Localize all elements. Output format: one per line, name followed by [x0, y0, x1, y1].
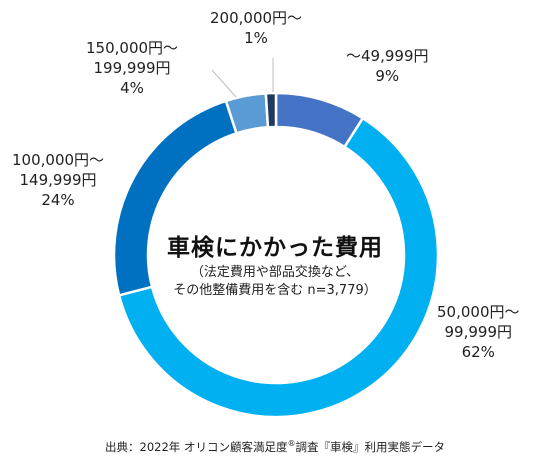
slice-range-line: 99,999円	[444, 323, 513, 341]
chart-note: （法定費用や部品交換など、 その他整備費用を含む n=3,779）	[0, 264, 550, 300]
slice-range-line: 199,999円	[93, 59, 171, 77]
source-prefix: 出典：2022年 オリコン顧客満足度	[105, 440, 288, 454]
slice-range-line: 100,000円～	[12, 151, 105, 169]
source-note: 出典：2022年 オリコン顧客満足度®調査『車検』利用実態データ	[0, 439, 550, 455]
slice-label-50000-99999: 50,000円～ 99,999円 62%	[437, 302, 520, 362]
chart-title: 車検にかかった費用	[167, 235, 383, 261]
donut-slice-over-200000	[264, 91, 278, 129]
chart-note-line: その他整備費用を含む n=3,779）	[173, 283, 377, 298]
slice-range-line: 149,999円	[19, 171, 97, 189]
source-suffix: 調査『車検』利用実態データ	[295, 440, 445, 454]
slice-range-line: 50,000円～	[437, 303, 520, 321]
slice-percent: 1%	[244, 29, 268, 47]
slice-label-over-200000: 200,000円～ 1%	[210, 8, 302, 48]
slice-percent: 62%	[461, 343, 495, 361]
donut-slice-50000-99999	[117, 116, 440, 419]
slice-percent: 4%	[120, 79, 144, 97]
slice-range-line: 200,000円～	[210, 9, 303, 27]
slice-label-100000-149999: 100,000円～ 149,999円 24%	[12, 150, 104, 210]
leader-line-150000-199999	[211, 69, 237, 98]
registered-mark: ®	[287, 439, 296, 449]
slice-range-line: ～49,999円	[346, 47, 429, 65]
slice-percent: 9%	[375, 67, 400, 85]
slice-label-150000-199999: 150,000円～ 199,999円 4%	[86, 38, 178, 98]
chart-note-line: （法定費用や部品交換など、	[190, 265, 360, 280]
slice-percent: 24%	[41, 191, 75, 209]
slice-range-line: 150,000円～	[86, 39, 179, 57]
slice-label-under-50000: ～49,999円 9%	[346, 46, 429, 86]
